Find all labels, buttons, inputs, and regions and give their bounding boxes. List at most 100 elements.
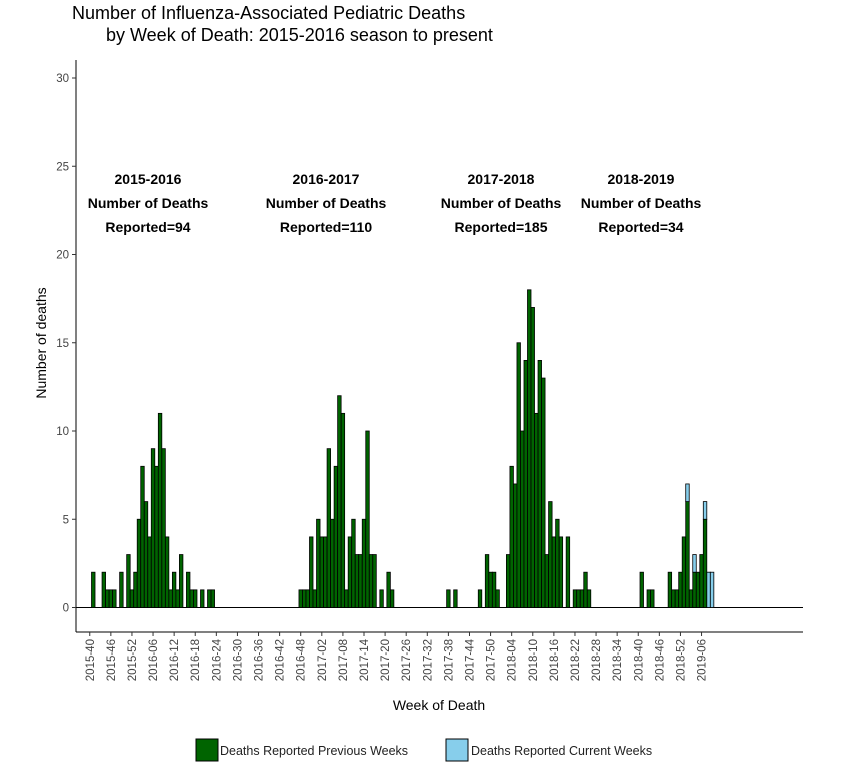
- x-tick-label: 2017-26: [401, 639, 413, 681]
- x-tick-label: 2018-52: [675, 639, 687, 681]
- bar-previous-weeks: [108, 589, 113, 608]
- bar-previous-weeks: [484, 554, 490, 608]
- bar-previous-weeks: [453, 589, 458, 608]
- y-tick-label: 30: [56, 73, 69, 85]
- legend: Deaths Reported Previous Weeks Deaths Re…: [195, 738, 652, 762]
- bar-previous-weeks: [140, 465, 145, 608]
- bar-previous-weeks: [688, 589, 694, 608]
- bar-previous-weeks: [323, 536, 328, 608]
- bar-previous-weeks: [579, 589, 585, 608]
- bar-previous-weeks: [150, 448, 156, 608]
- bar-previous-weeks: [168, 589, 173, 608]
- bar-previous-weeks: [312, 589, 317, 608]
- bar-previous-weeks: [692, 571, 697, 608]
- season-annotation-text: Reported=185: [455, 219, 548, 235]
- bar-previous-weeks: [576, 589, 581, 608]
- bar-previous-weeks: [537, 359, 542, 608]
- bar-previous-weeks: [667, 571, 673, 608]
- season-annotation-text: Reported=34: [598, 219, 683, 235]
- bar-previous-weeks: [171, 571, 177, 608]
- bar-previous-weeks: [161, 448, 166, 608]
- bar-previous-weeks: [91, 571, 96, 608]
- x-tick-label: 2018-16: [549, 639, 561, 681]
- x-tick-label: 2016-18: [190, 639, 202, 681]
- bar-previous-weeks: [126, 554, 131, 608]
- plot-area: 0 5 10 15 20 25 30 2015-40 2015-46 2015-52 2016-06…: [56, 60, 803, 681]
- x-tick-label: 2016-06: [148, 639, 160, 681]
- y-tick-label: 15: [56, 338, 69, 350]
- bar-previous-weeks: [136, 518, 142, 608]
- bar-previous-weeks: [446, 589, 451, 608]
- bar-previous-weeks: [133, 571, 138, 608]
- bar-previous-weeks: [681, 536, 687, 608]
- x-tick-label: 2017-50: [486, 639, 498, 681]
- x-tick-label: 2016-36: [254, 639, 266, 681]
- bar-previous-weeks: [101, 571, 106, 608]
- bar-previous-weeks: [316, 518, 321, 608]
- x-tick-label: 2018-10: [528, 639, 540, 681]
- bar-previous-weeks: [112, 589, 117, 608]
- x-tick-label: 2018-04: [507, 638, 519, 681]
- x-tick-label: 2017-44: [464, 638, 476, 681]
- legend-swatch-previous: [195, 738, 219, 762]
- y-tick-label: 25: [56, 161, 69, 173]
- bar-previous-weeks: [210, 589, 215, 608]
- bar-previous-weeks: [105, 589, 110, 608]
- bar-previous-weeks: [361, 518, 367, 608]
- x-tick-label: 2017-14: [359, 638, 371, 681]
- bar-previous-weeks: [699, 554, 704, 608]
- bar-previous-weeks: [527, 289, 532, 608]
- bar-previous-weeks: [516, 342, 521, 608]
- x-tick-label: 2017-38: [443, 639, 455, 681]
- bar-previous-weeks: [200, 589, 205, 608]
- bar-previous-weeks: [386, 571, 391, 608]
- bar-previous-weeks: [129, 589, 135, 608]
- x-tick-label: 2016-42: [275, 639, 287, 681]
- bar-previous-weeks: [147, 536, 152, 608]
- bar-previous-weeks: [639, 571, 644, 608]
- season-annotation-text: Number of Deaths: [88, 195, 209, 211]
- x-tick-label: 2017-20: [380, 639, 392, 681]
- y-tick-label: 5: [63, 514, 69, 526]
- bar-previous-weeks: [671, 589, 676, 608]
- x-tick-label: 2018-46: [654, 639, 666, 681]
- x-tick-label: 2016-30: [232, 639, 244, 681]
- season-annotation-text: 2018-2019: [608, 171, 675, 187]
- bar-previous-weeks: [555, 518, 560, 608]
- bar-previous-weeks: [309, 536, 314, 608]
- x-tick-label: 2015-52: [127, 639, 139, 681]
- bar-previous-weeks: [583, 571, 588, 608]
- bar-previous-weeks: [548, 501, 553, 608]
- legend-label-previous: Deaths Reported Previous Weeks: [220, 744, 408, 758]
- legend-label-current: Deaths Reported Current Weeks: [471, 744, 652, 758]
- x-tick-label: 2019-06: [697, 639, 709, 681]
- bar-previous-weeks: [319, 536, 324, 608]
- x-tick-label: 2016-24: [211, 638, 223, 681]
- bar-previous-weeks: [326, 448, 331, 608]
- bar-previous-weeks: [523, 359, 528, 608]
- bar-previous-weeks: [119, 571, 124, 608]
- bar-previous-weeks: [572, 589, 578, 608]
- bar-previous-weeks: [189, 589, 194, 608]
- bar-previous-weeks: [541, 377, 546, 608]
- bar-previous-weeks: [354, 554, 360, 608]
- bar-previous-weeks: [207, 589, 212, 608]
- bar-previous-weeks: [179, 554, 184, 608]
- bar-previous-weeks: [193, 589, 198, 608]
- bar-previous-weeks: [358, 554, 363, 608]
- x-axis-title: Week of Death: [393, 697, 485, 713]
- bar-previous-weeks: [506, 554, 511, 608]
- x-tick-label: 2018-34: [612, 638, 624, 681]
- bar-previous-weeks: [646, 589, 651, 608]
- bar-previous-weeks: [685, 501, 690, 608]
- x-tick-label: 2017-32: [422, 639, 434, 681]
- bar-previous-weeks: [351, 518, 356, 608]
- bar-current-weeks: [709, 571, 715, 608]
- bar-previous-weeks: [389, 589, 395, 608]
- season-annotation-text: 2016-2017: [293, 171, 360, 187]
- bar-previous-weeks: [379, 589, 384, 608]
- bar-previous-weeks: [495, 589, 500, 608]
- season-annotation-text: Number of Deaths: [441, 195, 562, 211]
- bar-previous-weeks: [372, 554, 377, 608]
